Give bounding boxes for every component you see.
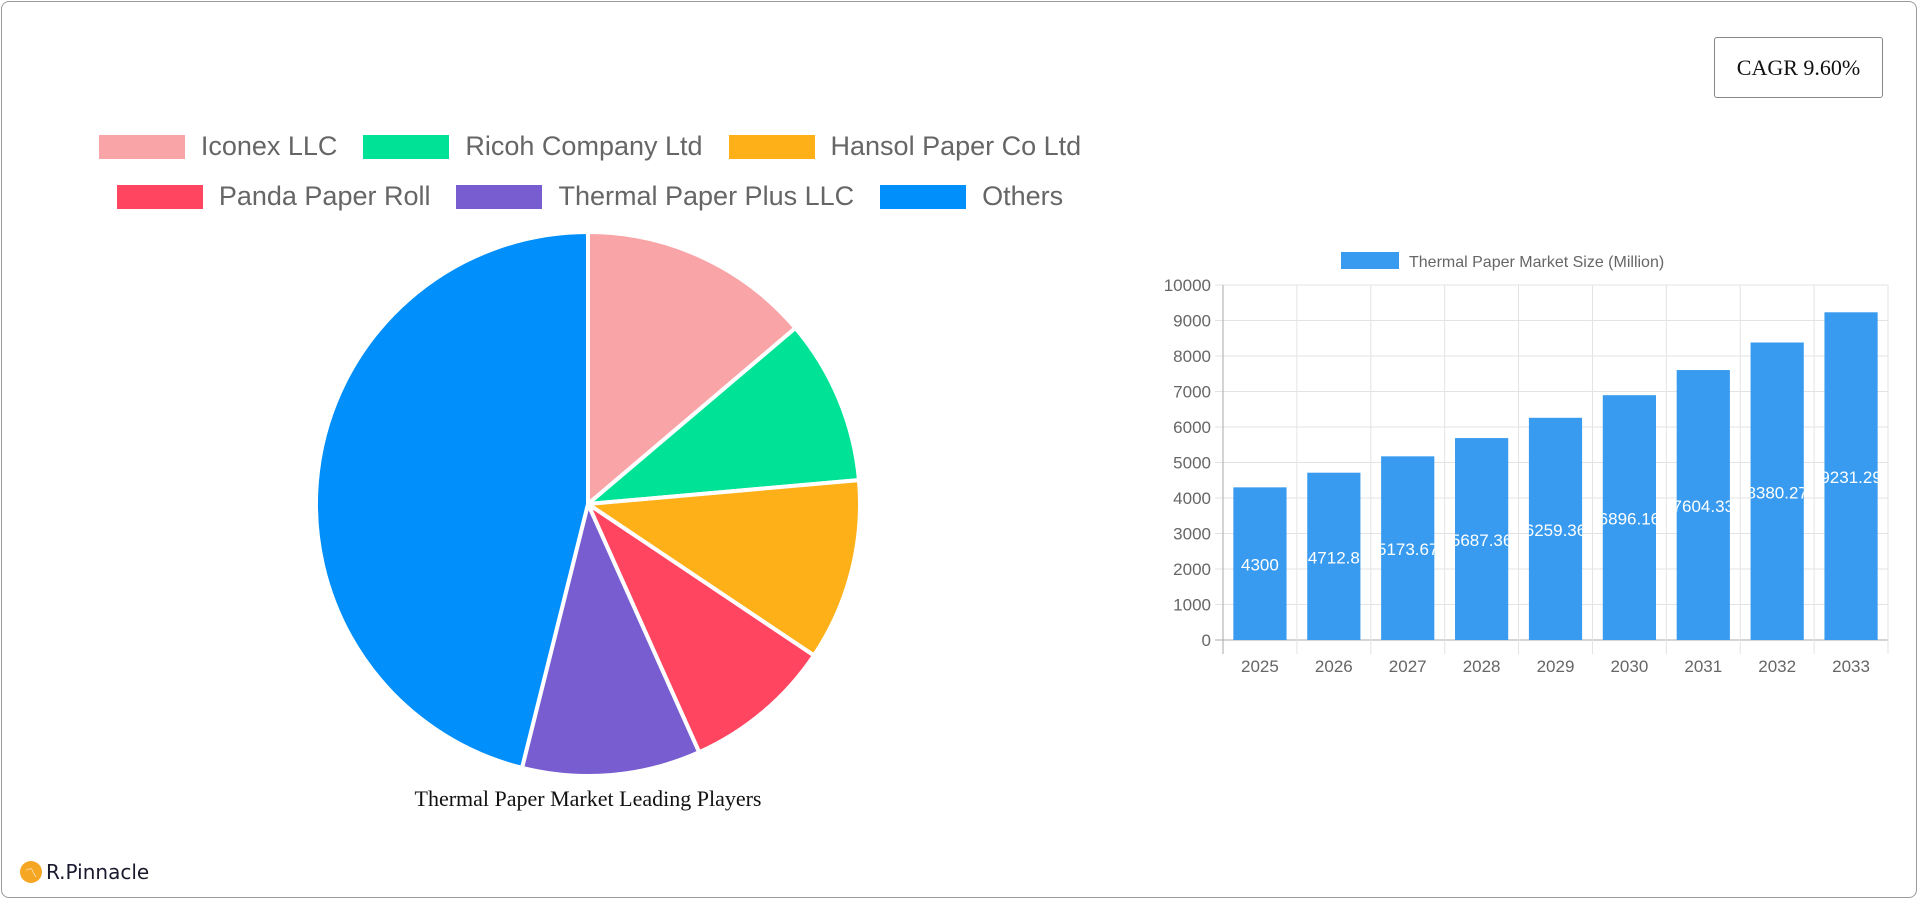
legend-swatch xyxy=(456,184,543,209)
bar xyxy=(1307,472,1361,640)
legend-swatch xyxy=(728,134,815,159)
y-tick-label: 5000 xyxy=(1173,454,1211,473)
bar-data-label: 6259.36 xyxy=(1525,521,1586,540)
legend-swatch xyxy=(98,134,185,159)
bar xyxy=(1233,487,1287,640)
bar-data-label: 7604.33 xyxy=(1673,497,1734,516)
x-tick-label: 2026 xyxy=(1315,657,1353,676)
brand-logo: 〽 R.Pinnacle xyxy=(20,860,149,884)
legend-item[interactable]: Thermal Paper Plus LLC xyxy=(456,181,854,212)
bar-legend-label: Thermal Paper Market Size (Million) xyxy=(1409,254,1664,271)
bar-data-label: 5687.36 xyxy=(1451,531,1512,550)
y-tick-label: 6000 xyxy=(1173,418,1211,437)
legend-item[interactable]: Iconex LLC xyxy=(98,131,338,162)
bar xyxy=(1602,395,1656,640)
bar-data-label: 5173.67 xyxy=(1377,540,1438,559)
legend-label: Iconex LLC xyxy=(200,131,338,161)
x-tick-label: 2030 xyxy=(1610,657,1648,676)
bar xyxy=(1750,342,1804,640)
y-tick-label: 8000 xyxy=(1173,347,1211,366)
y-tick-label: 3000 xyxy=(1173,525,1211,544)
y-tick-label: 0 xyxy=(1202,631,1211,650)
legend-swatch xyxy=(116,184,203,209)
legend-label: Hansol Paper Co Ltd xyxy=(830,131,1082,161)
legend-label: Thermal Paper Plus LLC xyxy=(558,181,855,211)
bar-data-label: 4712.8 xyxy=(1308,548,1360,567)
x-tick-label: 2033 xyxy=(1832,657,1870,676)
chart-logo-icon: 〽 xyxy=(20,861,42,883)
legend-label: Others xyxy=(982,181,1064,211)
legend-item[interactable]: Others xyxy=(880,181,1063,212)
legend-label: Ricoh Company Ltd xyxy=(465,131,703,161)
bar xyxy=(1824,312,1878,640)
bar-data-label: 4300 xyxy=(1241,556,1279,575)
legend-swatch xyxy=(363,134,450,159)
x-tick-label: 2029 xyxy=(1537,657,1575,676)
x-tick-label: 2025 xyxy=(1241,657,1279,676)
pie-legend: Iconex LLC Ricoh Company Ltd Hansol Paper … xyxy=(60,131,1120,162)
pie-slice xyxy=(314,229,590,771)
y-tick-label: 10000 xyxy=(1164,276,1211,295)
bar xyxy=(1381,456,1435,640)
bar-data-label: 6896.16 xyxy=(1599,510,1660,529)
bar xyxy=(1676,370,1730,640)
bar xyxy=(1528,417,1583,640)
bar-data-label: 8380.27 xyxy=(1746,483,1807,502)
x-tick-label: 2027 xyxy=(1389,657,1427,676)
pie-title: Thermal Paper Market Leading Players xyxy=(414,786,762,811)
bar xyxy=(1455,438,1509,640)
y-tick-label: 7000 xyxy=(1173,383,1211,402)
x-tick-label: 2031 xyxy=(1684,657,1722,676)
legend-item[interactable]: Hansol Paper Co Ltd xyxy=(728,131,1082,162)
bar-legend-swatch xyxy=(1341,252,1399,269)
pie-slice xyxy=(583,498,817,755)
legend-item[interactable]: Ricoh Company Ltd xyxy=(363,131,703,162)
y-tick-label: 9000 xyxy=(1173,312,1211,331)
pie-slice xyxy=(582,477,862,659)
cagr-badge: CAGR 9.60% xyxy=(1714,37,1883,98)
x-tick-label: 2028 xyxy=(1463,657,1501,676)
pie-slice xyxy=(586,229,799,509)
legend-label: Panda Paper Roll xyxy=(218,181,431,211)
pie-legend: Panda Paper Roll Thermal Paper Plus LLC Ot… xyxy=(60,181,1120,212)
y-tick-label: 2000 xyxy=(1173,560,1211,579)
brand-name: R.Pinnacle xyxy=(46,860,150,884)
legend-swatch xyxy=(880,184,967,209)
bar-data-label: 9231.29 xyxy=(1820,468,1881,487)
y-tick-label: 4000 xyxy=(1173,489,1211,508)
pie-slice xyxy=(581,325,862,507)
y-tick-label: 1000 xyxy=(1173,596,1211,615)
x-tick-label: 2032 xyxy=(1758,657,1796,676)
legend-item[interactable]: Panda Paper Roll xyxy=(116,181,431,212)
pie-slice xyxy=(519,497,702,778)
